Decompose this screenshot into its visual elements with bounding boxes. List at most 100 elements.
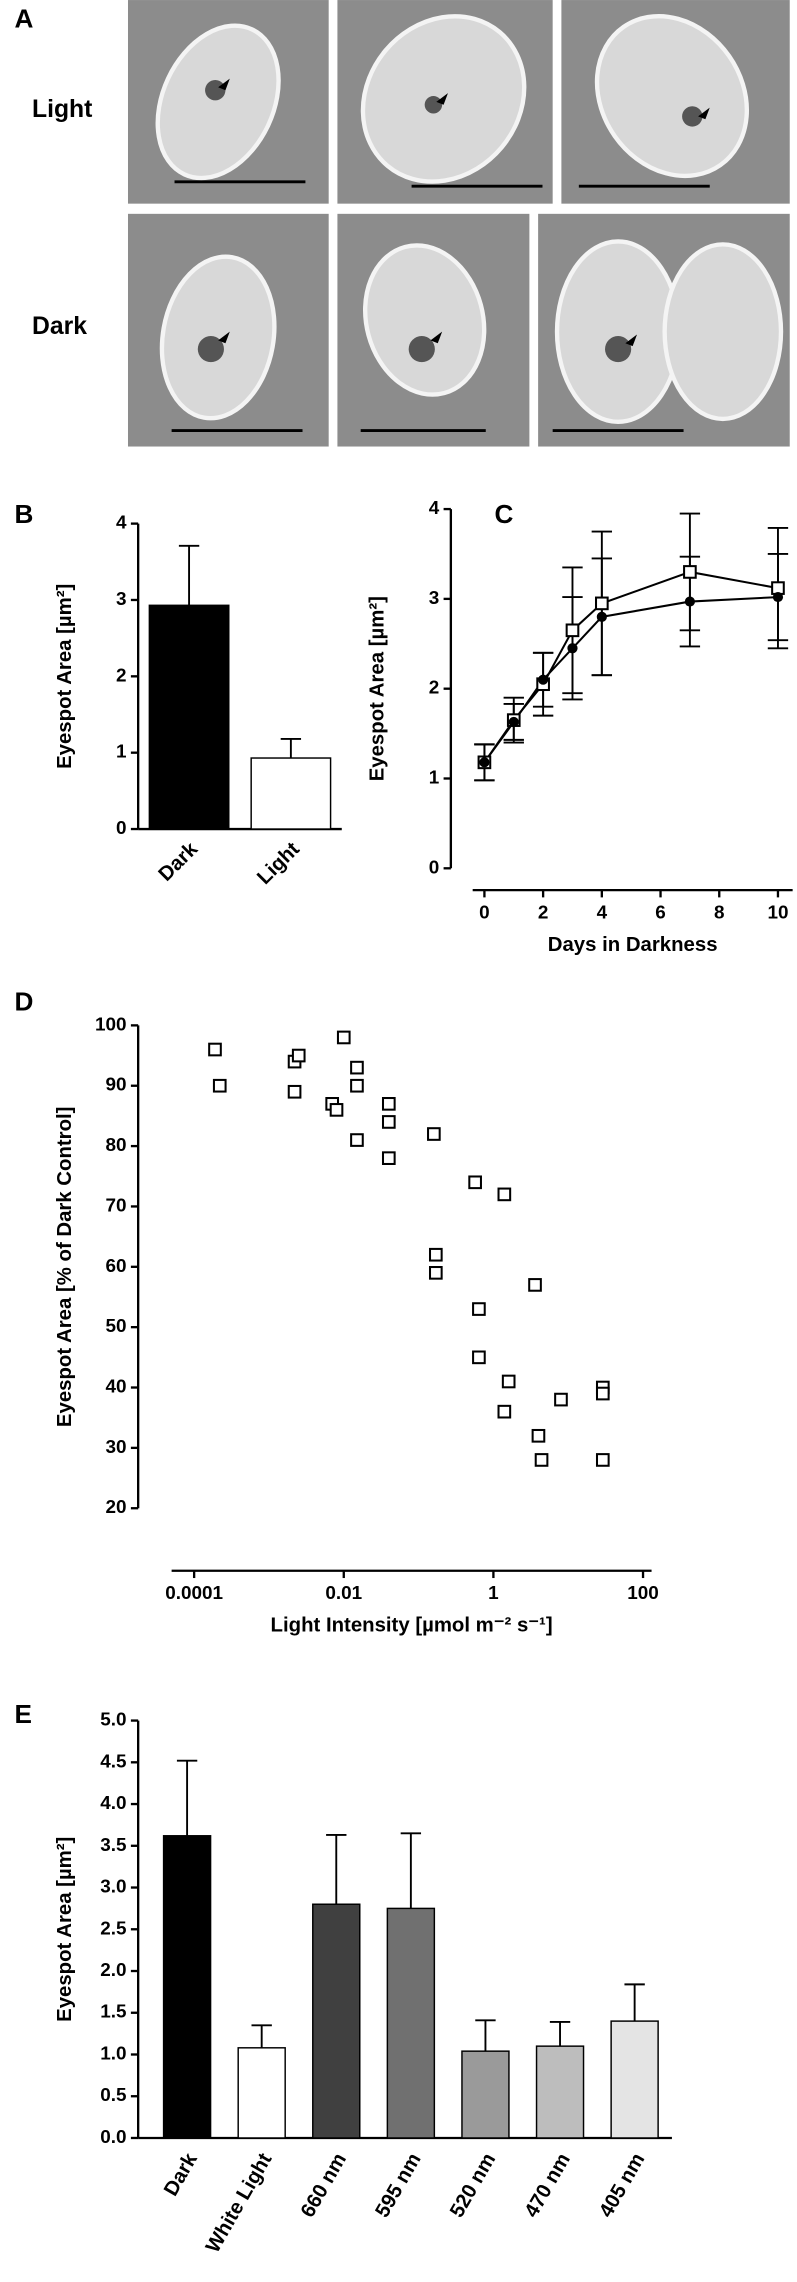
marker — [565, 623, 580, 638]
bar — [461, 2050, 510, 2139]
y-tick-label: 2.0 — [100, 1960, 126, 1981]
line — [483, 570, 779, 763]
x-tick-label: 100 — [627, 1583, 659, 1604]
panel-label: D — [15, 986, 34, 1016]
marker — [381, 1097, 396, 1111]
marker — [381, 1115, 396, 1129]
y-tick-label: 1.5 — [100, 2002, 126, 2023]
panel-label: B — [15, 499, 34, 529]
marker — [684, 596, 695, 607]
x-tick-label: 0.01 — [325, 1583, 362, 1604]
x-tick-label: White Light — [202, 2149, 277, 2256]
marker — [381, 1151, 396, 1165]
y-tick-label: 3 — [116, 589, 127, 610]
x-axis-label: Light Intensity [µmol m⁻² s⁻¹] — [271, 1614, 553, 1636]
marker — [472, 1302, 486, 1316]
marker — [336, 1030, 351, 1045]
x-tick-label: Light — [253, 838, 304, 889]
y-tick-label: 4.0 — [100, 1793, 126, 1814]
y-axis-label: Eyespot Area [µm²] — [367, 596, 389, 781]
bar — [386, 1907, 436, 2139]
arrowhead — [430, 331, 443, 344]
x-tick-label: 660 nm — [297, 2150, 351, 2222]
y-tick-label: 4 — [116, 513, 127, 534]
panel-label: A — [15, 3, 34, 33]
cell — [662, 242, 784, 422]
marker — [534, 1453, 549, 1467]
marker — [497, 1404, 512, 1419]
x-tick-label: Dark — [160, 2149, 202, 2200]
marker — [212, 1078, 227, 1093]
eyespot — [424, 96, 443, 114]
error-bar — [549, 2020, 571, 2047]
marker — [538, 674, 549, 685]
y-tick-label: 2.5 — [100, 1918, 126, 1939]
y-tick-label: 90 — [106, 1075, 127, 1096]
x-tick-label: 520 nm — [446, 2150, 500, 2222]
x-axis-label: Days in Darkness — [548, 934, 718, 956]
marker — [428, 1266, 443, 1280]
error-bar — [475, 2019, 496, 2052]
bar — [535, 2045, 585, 2139]
eyespot — [682, 106, 703, 127]
y-tick-label: 30 — [106, 1437, 127, 1458]
error-bar — [251, 2024, 272, 2048]
arrowhead — [698, 107, 710, 120]
bar — [162, 1835, 212, 2139]
x-tick-label: 470 nm — [521, 2150, 575, 2222]
marker — [567, 643, 578, 654]
y-tick-label: 60 — [106, 1256, 127, 1277]
x-tick-label: 405 nm — [595, 2150, 649, 2222]
x-tick-label: 1 — [488, 1583, 499, 1604]
y-tick-label: 1 — [116, 742, 127, 763]
marker — [508, 716, 519, 728]
error-bar — [400, 1832, 422, 1909]
y-tick-label: 3 — [429, 588, 440, 609]
arrowhead — [436, 93, 448, 105]
marker — [287, 1084, 302, 1099]
cell — [594, 13, 750, 179]
y-tick-label: 50 — [106, 1316, 127, 1337]
error-bar — [326, 1833, 347, 1905]
marker — [772, 591, 784, 603]
cell — [554, 239, 682, 424]
eyespot — [408, 336, 435, 363]
y-axis-label: Eyespot Area [µm²] — [54, 1837, 76, 2022]
marker — [427, 1127, 441, 1141]
panel-label: C — [494, 499, 513, 529]
x-tick-label: 4 — [597, 902, 608, 923]
y-tick-label: 3.5 — [100, 1835, 126, 1856]
x-tick-label: 595 nm — [372, 2150, 426, 2222]
marker — [428, 1247, 443, 1262]
x-tick-label: Dark — [155, 838, 203, 886]
marker — [595, 1386, 610, 1401]
marker — [554, 1392, 568, 1407]
eyespot — [197, 336, 224, 363]
y-tick-label: 5.0 — [100, 1710, 126, 1731]
bar — [250, 757, 332, 830]
y-tick-label: 0.5 — [100, 2085, 126, 2106]
x-tick-label: 8 — [714, 902, 725, 923]
y-tick-label: 20 — [106, 1497, 127, 1518]
x-tick-label: 2 — [538, 902, 549, 923]
marker — [683, 565, 697, 579]
y-tick-label: 80 — [106, 1135, 127, 1156]
bar — [610, 2020, 659, 2139]
cell — [159, 254, 277, 421]
bar — [237, 2047, 286, 2139]
error-bar — [280, 737, 302, 759]
marker — [350, 1078, 364, 1093]
x-tick-label: 6 — [655, 902, 666, 923]
y-tick-label: 3.0 — [100, 1877, 126, 1898]
cell — [155, 23, 281, 181]
arrowhead — [625, 334, 638, 347]
marker — [501, 1374, 516, 1389]
row-label: Light — [32, 96, 92, 123]
panel-label: E — [15, 1699, 32, 1729]
arrowhead — [218, 331, 230, 344]
y-tick-label: 0.0 — [100, 2127, 126, 2148]
error-bar — [178, 544, 200, 606]
y-tick-label: 40 — [106, 1377, 127, 1398]
